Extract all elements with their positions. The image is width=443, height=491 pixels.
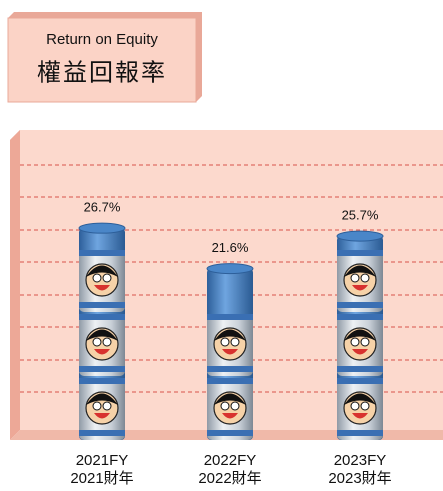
x-tick-label: 2021FY (76, 452, 129, 469)
chart-subtitle: 權益回報率 (37, 59, 167, 86)
can-band (79, 302, 125, 308)
can-band (337, 366, 383, 372)
eye (93, 274, 101, 282)
can-band (207, 430, 253, 436)
value-label: 25.7% (342, 208, 379, 223)
can-band (337, 430, 383, 436)
bar-cap (207, 264, 253, 274)
can-band (79, 430, 125, 436)
chart-title: Return on Equity (46, 31, 158, 48)
x-tick-sublabel: 2023財年 (328, 470, 391, 487)
can-band (337, 302, 383, 308)
bar-cap (337, 231, 383, 241)
can-band (337, 314, 383, 320)
x-tick-label: 2022FY (204, 452, 257, 469)
eye (93, 338, 101, 346)
can-band (207, 314, 253, 320)
x-tick-sublabel: 2022財年 (198, 470, 261, 487)
eye (103, 274, 111, 282)
eye (361, 338, 369, 346)
can-band (79, 378, 125, 384)
bar-group (207, 264, 253, 440)
can-band (207, 378, 253, 384)
eye (361, 274, 369, 282)
can-band (337, 378, 383, 384)
eye (351, 274, 359, 282)
x-tick-sublabel: 2021財年 (70, 470, 133, 487)
eye (103, 402, 111, 410)
title-box: Return on Equity 權益回報率 (8, 12, 202, 102)
can-band (79, 250, 125, 256)
eye (93, 402, 101, 410)
can-band (79, 366, 125, 372)
plot-side-edge (10, 130, 20, 440)
eye (221, 338, 229, 346)
eye (231, 338, 239, 346)
eye (351, 338, 359, 346)
value-label: 26.7% (84, 200, 121, 215)
x-tick-label: 2023FY (334, 452, 387, 469)
eye (231, 402, 239, 410)
can-band (337, 250, 383, 256)
bar-group (79, 223, 125, 440)
value-label: 21.6% (212, 240, 249, 255)
can-band (207, 366, 253, 372)
can-band (79, 314, 125, 320)
eye (351, 402, 359, 410)
eye (221, 402, 229, 410)
bar-group (337, 231, 383, 440)
eye (103, 338, 111, 346)
bar-cap (79, 223, 125, 233)
chart: Return on Equity 權益回報率 26.7% 2021FY2021財年… (0, 0, 443, 491)
eye (361, 402, 369, 410)
